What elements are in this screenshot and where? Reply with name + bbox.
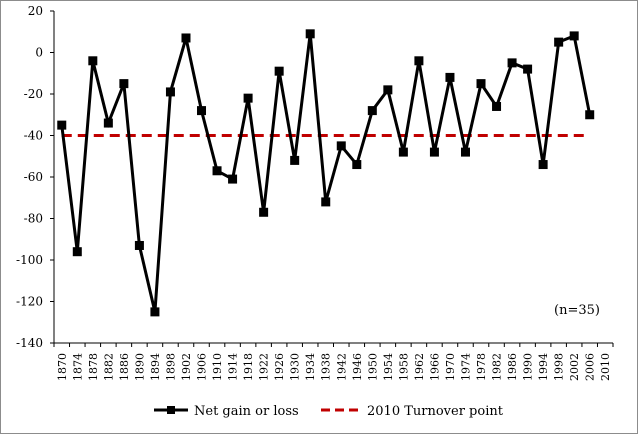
- data-point: [181, 33, 191, 43]
- data-point: [367, 106, 377, 116]
- data-point: [305, 29, 315, 39]
- data-point: [57, 120, 67, 130]
- legend-net-gain-label: Net gain or loss: [194, 404, 299, 419]
- data-point: [72, 247, 82, 257]
- data-point: [429, 147, 439, 157]
- data-point: [492, 101, 502, 111]
- data-point: [460, 147, 470, 157]
- data-point: [414, 56, 424, 66]
- x-tick-label: 1982: [491, 353, 504, 381]
- x-tick-label: 1890: [133, 353, 146, 381]
- data-point: [197, 106, 207, 116]
- x-tick-label: 1954: [382, 353, 395, 381]
- data-point: [336, 141, 346, 151]
- y-tick-label: 20: [28, 4, 43, 18]
- x-tick-label: 1922: [258, 353, 271, 381]
- data-point: [212, 166, 222, 176]
- data-point: [398, 147, 408, 157]
- data-point: [119, 79, 129, 89]
- data-point: [165, 87, 175, 97]
- y-tick-label: -40: [24, 129, 43, 143]
- x-tick-label: 1942: [335, 353, 348, 381]
- x-tick-label: 1938: [320, 353, 333, 381]
- x-tick-label: 1894: [149, 353, 162, 381]
- x-tick-label: 1874: [71, 353, 84, 381]
- data-point: [445, 72, 455, 82]
- x-tick-label: 1886: [118, 353, 131, 381]
- x-tick-label: 1962: [413, 353, 426, 381]
- data-point: [352, 160, 362, 170]
- x-tick-label: 1994: [537, 353, 550, 381]
- x-tick-label: 2006: [584, 353, 597, 381]
- y-tick-label: -140: [16, 336, 43, 350]
- x-tick-label: 1934: [304, 353, 317, 381]
- data-point: [383, 85, 393, 95]
- x-tick-label: 1974: [459, 353, 472, 381]
- x-tick-label: 1966: [428, 353, 441, 381]
- data-point: [476, 79, 486, 89]
- data-point: [585, 110, 595, 120]
- x-tick-label: 1910: [211, 353, 224, 381]
- data-point: [88, 56, 98, 66]
- series-net-gain-line: [60, 33, 592, 313]
- data-point: [274, 66, 284, 76]
- data-point: [103, 118, 113, 128]
- x-tick-label: 1998: [553, 353, 566, 381]
- sample-size-annotation: (n=35): [554, 303, 600, 318]
- x-tick-label: 2002: [568, 353, 581, 381]
- y-axis-ticks: 20 0 -20 -40 -60 -80 -100 -120 -140: [16, 4, 54, 350]
- legend-item-net-gain: Net gain or loss: [154, 404, 299, 419]
- data-point: [554, 37, 564, 47]
- series-layer: [57, 29, 595, 317]
- x-tick-label: 1902: [180, 353, 193, 381]
- x-tick-label: 1986: [506, 353, 519, 381]
- x-tick-label: 1918: [242, 353, 255, 381]
- y-tick-label: -60: [24, 170, 43, 184]
- legend: Net gain or loss 2010 Turnover point: [154, 404, 504, 419]
- x-tick-label: 1978: [475, 353, 488, 381]
- legend-net-gain-marker: [167, 406, 175, 414]
- x-tick-label: 1990: [522, 353, 535, 381]
- x-tick-label: 1950: [366, 353, 379, 381]
- data-point: [507, 58, 517, 68]
- x-tick-label: 2010: [599, 353, 612, 381]
- x-tick-label: 1898: [164, 353, 177, 381]
- x-tick-label: 1878: [87, 353, 100, 381]
- x-tick-label: 1930: [289, 353, 302, 381]
- x-tick-label: 1906: [196, 353, 209, 381]
- y-tick-label: -80: [24, 212, 43, 226]
- data-point: [538, 160, 548, 170]
- y-tick-label: 0: [35, 46, 43, 60]
- y-tick-label: -20: [24, 87, 43, 101]
- x-tick-label: 1958: [397, 353, 410, 381]
- legend-item-turnover: 2010 Turnover point: [321, 404, 504, 419]
- data-point: [243, 93, 253, 103]
- x-tick-label: 1882: [102, 353, 115, 381]
- x-tick-label: 1914: [227, 353, 240, 381]
- x-tick-label: 1946: [351, 353, 364, 381]
- data-point: [259, 207, 269, 217]
- y-tick-label: -100: [16, 253, 43, 267]
- data-point: [321, 197, 331, 207]
- data-point: [523, 64, 533, 74]
- x-tick-label: 1970: [444, 353, 457, 381]
- data-point: [290, 155, 300, 165]
- data-point: [150, 307, 160, 317]
- data-point: [134, 240, 144, 250]
- data-point: [228, 174, 238, 184]
- y-tick-label: -120: [16, 295, 43, 309]
- x-axis-ticks: 1870 1874 1878 1882 1886 1890 1894 1898 1902 1906…: [53, 343, 614, 381]
- x-tick-label: 1870: [56, 353, 69, 381]
- legend-turnover-label: 2010 Turnover point: [367, 404, 504, 419]
- data-point: [569, 31, 579, 41]
- x-tick-label: 1926: [273, 353, 286, 381]
